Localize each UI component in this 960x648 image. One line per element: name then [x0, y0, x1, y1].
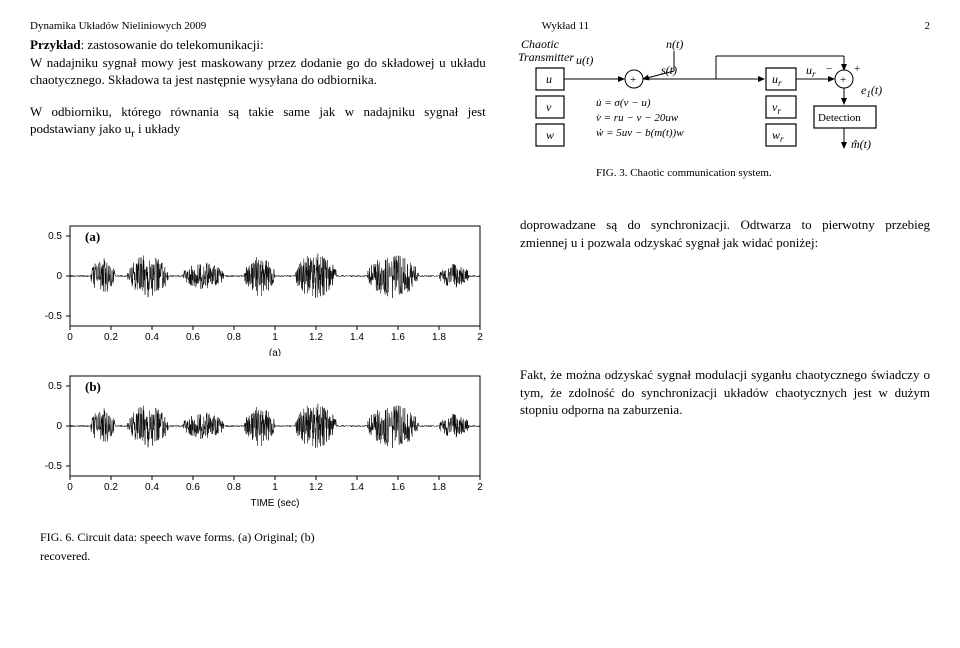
intro-bold: Przykład [30, 37, 81, 52]
svg-text:2: 2 [477, 332, 483, 343]
intro-rest: : zastosowanie do telekomunikacji: [81, 37, 264, 52]
wave-a: 0.5 0 -0.5 0 0.2 0.4 0.6 0.8 1 1.2 1.4 1.6 1.8 2 (a) (a… [30, 216, 490, 356]
label-mhat: m̂(t) [851, 137, 871, 151]
plus-r: + [854, 63, 860, 75]
label-e1t: e1(t) [861, 83, 882, 99]
svg-text:-0.5: -0.5 [45, 311, 63, 322]
svg-text:0.8: 0.8 [227, 332, 241, 343]
svg-text:0: 0 [56, 421, 62, 432]
right-text-1: doprowadzane są do synchronizacji. Odtwa… [520, 216, 930, 356]
box-w: w [546, 128, 554, 142]
page-header: Dynamika Układów Nieliniowych 2009 Wykła… [30, 20, 930, 32]
svg-text:0.5: 0.5 [48, 231, 62, 242]
svg-text:0.4: 0.4 [145, 482, 159, 493]
fig3-caption: FIG. 3. Chaotic communication system. [596, 167, 772, 179]
box-ur: ur [772, 72, 782, 88]
svg-text:0.5: 0.5 [48, 381, 62, 392]
top-row: Przykład: zastosowanie do telekomunikacj… [30, 36, 930, 206]
tx-title-2: Transmitter [518, 50, 574, 64]
label-ur-out: ur [806, 63, 816, 79]
svg-text:(a): (a) [269, 348, 281, 356]
svg-text:2: 2 [477, 482, 483, 493]
box-v: v [546, 100, 552, 114]
intro-para1: W nadajniku sygnał mowy jest maskowany p… [30, 54, 486, 89]
svg-text:0.2: 0.2 [104, 482, 118, 493]
svg-text:1.4: 1.4 [350, 482, 364, 493]
svg-text:1.2: 1.2 [309, 332, 323, 343]
box-vr: vr [772, 100, 781, 116]
svg-text:0: 0 [67, 332, 73, 343]
svg-text:(a): (a) [85, 229, 100, 244]
wave-b-block: 0.5 0 -0.5 0 0.2 0.4 0.6 0.8 1 1.2 1.4 1.6 1.8 2 (b) TI… [30, 366, 490, 564]
svg-text:0: 0 [56, 271, 62, 282]
svg-text:0: 0 [67, 482, 73, 493]
svg-text:0.2: 0.2 [104, 332, 118, 343]
box-u: u [546, 72, 552, 86]
svg-text:1.2: 1.2 [309, 482, 323, 493]
label-st: s(t) [661, 63, 677, 77]
bot-row: 0.5 0 -0.5 0 0.2 0.4 0.6 0.8 1 1.2 1.4 1.6 1.8 2 (b) TI… [30, 366, 930, 564]
svg-text:1.8: 1.8 [432, 482, 446, 493]
svg-text:1.8: 1.8 [432, 332, 446, 343]
svg-text:0.6: 0.6 [186, 332, 200, 343]
adder1-plus: + [630, 74, 636, 86]
adder2-plus: + [840, 74, 846, 86]
right-text-2: Fakt, że można odzyskać sygnał modulacji… [520, 366, 930, 564]
intro-line1: Przykład: zastosowanie do telekomunikacj… [30, 36, 486, 54]
fig6-caption-2: recovered. [40, 549, 490, 564]
svg-text:TIME (sec): TIME (sec) [251, 498, 300, 509]
eq1: u̇ = σ(v − u) [596, 97, 651, 109]
tx-title-1: Chaotic [521, 37, 560, 51]
svg-text:(b): (b) [85, 379, 101, 394]
label-ut: u(t) [576, 53, 593, 67]
minus-r: − [826, 63, 832, 75]
fig6-caption-1: FIG. 6. Circuit data: speech wave forms.… [40, 530, 490, 545]
detection-box: Detection [818, 112, 861, 124]
svg-text:1.4: 1.4 [350, 332, 364, 343]
svg-text:1: 1 [272, 482, 278, 493]
header-left: Dynamika Układów Nieliniowych 2009 [30, 20, 206, 32]
mid-row: 0.5 0 -0.5 0 0.2 0.4 0.6 0.8 1 1.2 1.4 1.6 1.8 2 (a) (a… [30, 216, 930, 356]
intro-text-block: Przykład: zastosowanie do telekomunikacj… [30, 36, 486, 206]
svg-text:0.6: 0.6 [186, 482, 200, 493]
wave-a-block: 0.5 0 -0.5 0 0.2 0.4 0.6 0.8 1 1.2 1.4 1.6 1.8 2 (a) (a… [30, 216, 490, 356]
svg-text:0.4: 0.4 [145, 332, 159, 343]
fig3-block: Chaotic Transmitter u v w u(t) + n(t) s(… [516, 36, 930, 206]
fig3-diagram: Chaotic Transmitter u v w u(t) + n(t) s(… [516, 36, 926, 206]
eq3: ẇ = 5uv − b(m(t))w [596, 127, 684, 139]
header-right: 2 [924, 20, 930, 32]
header-center: Wykład 11 [542, 20, 590, 32]
intro-para2: W odbiorniku, którego równania są takie … [30, 103, 486, 142]
svg-text:-0.5: -0.5 [45, 461, 63, 472]
wave-b: 0.5 0 -0.5 0 0.2 0.4 0.6 0.8 1 1.2 1.4 1.6 1.8 2 (b) TI… [30, 366, 490, 526]
svg-text:1: 1 [272, 332, 278, 343]
eq2: v̇ = ru − v − 20uw [596, 112, 679, 124]
box-wr: wr [772, 128, 784, 144]
svg-text:0.8: 0.8 [227, 482, 241, 493]
svg-text:1.6: 1.6 [391, 482, 405, 493]
label-nt: n(t) [666, 37, 683, 51]
svg-text:1.6: 1.6 [391, 332, 405, 343]
